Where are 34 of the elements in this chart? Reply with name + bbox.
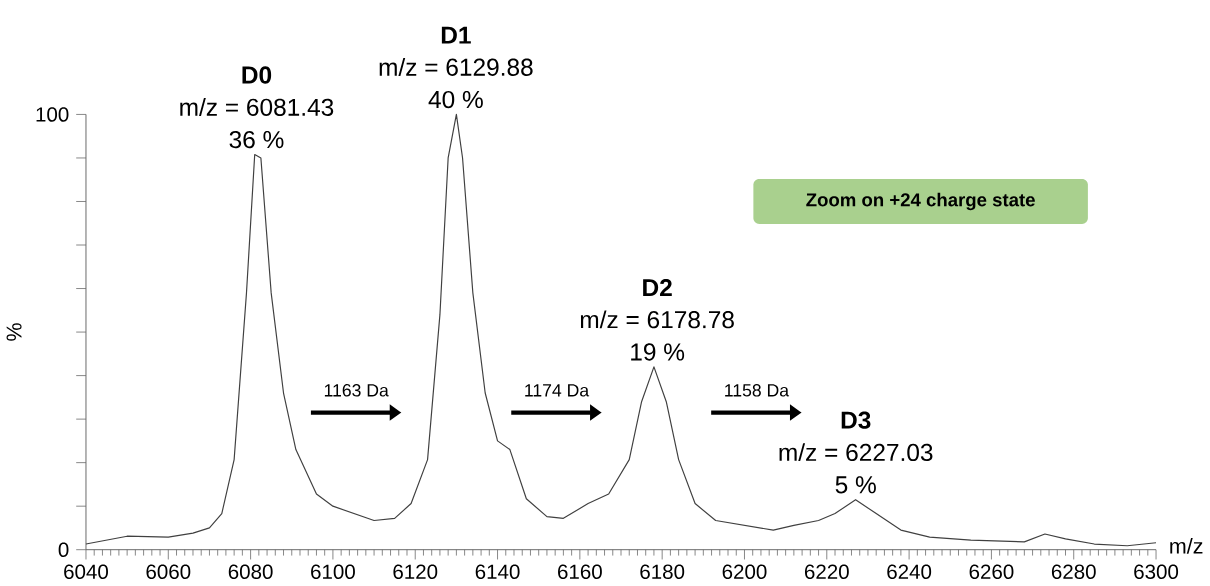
annotation: 40 % <box>428 91 483 109</box>
annotation: D3 <box>841 411 871 430</box>
x-tick-label: 6040 <box>64 564 108 580</box>
annotation: m/z = 6129.88 <box>379 58 533 77</box>
y-tick-label: 0 <box>58 542 69 558</box>
y-axis-title: % <box>6 323 22 342</box>
x-tick-label: 6220 <box>804 564 849 580</box>
x-tick-label: 6300 <box>1134 564 1179 580</box>
annotation: 36 % <box>229 131 284 149</box>
x-tick-label: 6080 <box>228 564 273 580</box>
x-tick-label: 6100 <box>311 564 355 580</box>
annotation: 1158 Da <box>725 384 790 397</box>
y-tick-label: 100 <box>36 107 69 122</box>
x-tick-label: 6160 <box>558 564 602 580</box>
annotation: 1174 Da <box>525 384 590 397</box>
x-tick-label: 6120 <box>393 564 438 580</box>
x-tick-label: 6180 <box>640 564 685 580</box>
x-tick-label: 6280 <box>1051 564 1096 580</box>
annotation: D1 <box>441 27 471 44</box>
x-axis-title: m/z <box>1170 538 1203 554</box>
annotation: 19 % <box>631 343 685 361</box>
annotation: m/z = 6227.03 <box>779 443 933 462</box>
annotation: D0 <box>242 66 272 84</box>
x-tick-label: 6140 <box>475 564 520 580</box>
annotation: m/z = 6081.43 <box>180 98 334 117</box>
annotation: m/z = 6178.78 <box>580 310 734 329</box>
x-tick-label: 6240 <box>887 564 932 580</box>
x-tick-label: 6260 <box>969 564 1014 580</box>
annotation: 5 % <box>835 476 876 494</box>
x-tick-label: 6200 <box>722 564 767 580</box>
annotation: 1163 Da <box>324 384 389 397</box>
annotation: Zoom on +24 charge state <box>806 193 1035 211</box>
x-tick-label: 6060 <box>146 564 191 580</box>
annotation: D2 <box>643 279 672 297</box>
